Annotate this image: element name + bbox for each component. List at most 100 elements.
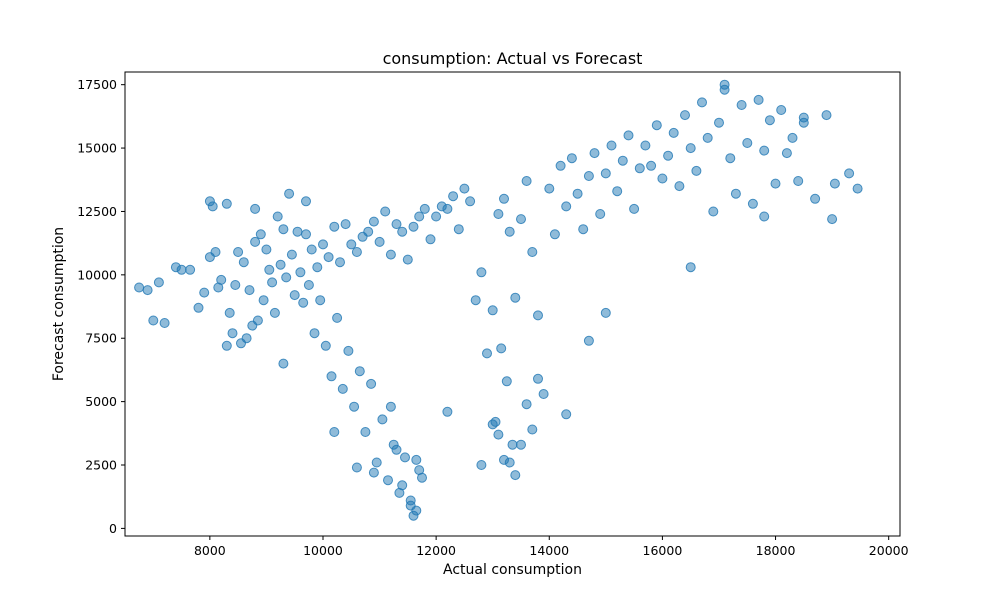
scatter-point	[685, 143, 696, 154]
scatter-point	[351, 247, 362, 257]
scatter-point	[538, 389, 549, 399]
scatter-point	[258, 295, 269, 306]
y-tick-label: 10000	[77, 267, 117, 282]
scatter-point	[521, 176, 532, 186]
scatter-point	[374, 236, 385, 247]
scatter-point	[298, 297, 309, 308]
scatter-point	[354, 366, 365, 377]
y-tick-label: 17500	[77, 77, 117, 92]
plot-frame	[124, 71, 901, 537]
x-tick-label: 18000	[756, 543, 796, 558]
x-tick-label: 20000	[869, 543, 909, 558]
scatter-point	[411, 454, 422, 465]
scatter-point	[651, 120, 662, 131]
scatter-point	[549, 229, 560, 240]
scatter-point	[408, 510, 419, 521]
scatter-point	[241, 333, 252, 344]
scatter-point	[781, 148, 792, 159]
scatter-point	[318, 239, 328, 250]
scatter-point	[527, 247, 538, 257]
scatter-point	[320, 340, 331, 351]
scatter-point	[315, 295, 326, 306]
scatter-point	[238, 257, 249, 268]
scatter-point	[405, 500, 416, 511]
scatter-point	[343, 345, 354, 356]
scatter-point	[600, 307, 611, 318]
scatter-point	[623, 130, 634, 141]
scatter-point	[329, 427, 340, 437]
scatter-point	[204, 196, 215, 207]
scatter-point	[533, 310, 543, 321]
scatter-point	[414, 465, 425, 476]
scatter-point	[736, 100, 747, 110]
scatter-point	[309, 328, 320, 339]
scatter-point	[589, 148, 600, 159]
scatter-point	[371, 457, 382, 468]
scatter-point	[159, 318, 170, 328]
scatter-point	[210, 247, 221, 257]
scatter-point	[349, 401, 360, 412]
scatter-point	[335, 257, 345, 268]
scatter-point	[397, 480, 408, 491]
scatter-point	[391, 219, 402, 230]
scatter-point	[400, 452, 410, 463]
scatter-point	[634, 163, 645, 174]
scatter-point	[504, 457, 515, 468]
scatter-point	[221, 340, 232, 351]
scatter-point	[453, 224, 464, 235]
scatter-point	[323, 252, 334, 263]
scatter-point	[216, 274, 227, 285]
scatter-point	[821, 110, 832, 121]
scatter-point	[629, 203, 640, 214]
scatter-point	[510, 470, 521, 481]
scatter-point	[668, 127, 679, 138]
scatter-point	[419, 203, 430, 214]
scatter-point	[533, 373, 543, 384]
scatter-point	[301, 229, 311, 240]
scatter-point	[844, 168, 855, 179]
scatter-point	[284, 188, 295, 199]
scatter-point	[708, 206, 719, 217]
scatter-point	[504, 226, 515, 237]
scatter-point	[431, 211, 442, 222]
scatter-point	[383, 475, 393, 486]
x-axis: 8000 10000 12000 14000 16000 18000 20000	[194, 536, 909, 558]
scatter-point	[697, 97, 707, 108]
points-layer	[134, 79, 863, 521]
scatter-point	[377, 414, 388, 425]
scatter-point	[448, 191, 459, 202]
scatter-point	[725, 153, 736, 164]
scatter-point	[764, 115, 775, 126]
scatter-point	[199, 287, 210, 298]
scatter-point	[663, 150, 674, 161]
scatter-point	[691, 165, 702, 176]
scatter-point	[501, 376, 512, 387]
x-tick-label: 16000	[643, 543, 683, 558]
scatter-point	[578, 224, 589, 235]
y-tick-label: 2500	[85, 458, 117, 473]
scatter-point	[787, 132, 798, 143]
scatter-point	[561, 201, 572, 212]
scatter-point	[496, 343, 507, 354]
scatter-point	[583, 335, 594, 346]
scatter-point	[493, 209, 504, 219]
y-tick-label: 0	[109, 521, 117, 536]
scatter-point	[340, 219, 351, 230]
scatter-point	[312, 262, 323, 273]
scatter-point	[255, 229, 266, 240]
x-tick-label: 12000	[416, 543, 456, 558]
scatter-point	[606, 140, 617, 151]
scatter-point	[224, 307, 235, 318]
scatter-point	[380, 206, 391, 217]
scatter-point	[798, 117, 809, 128]
scatter-point	[281, 272, 292, 283]
scatter-point	[753, 94, 764, 105]
scatter-point	[527, 424, 538, 435]
scatter-point	[442, 406, 453, 417]
x-axis-label: Actual consumption	[443, 562, 582, 578]
scatter-point	[685, 262, 696, 273]
scatter-point	[600, 168, 611, 179]
scatter-point	[521, 399, 532, 410]
scatter-point	[278, 358, 289, 369]
scatter-point	[493, 429, 504, 440]
